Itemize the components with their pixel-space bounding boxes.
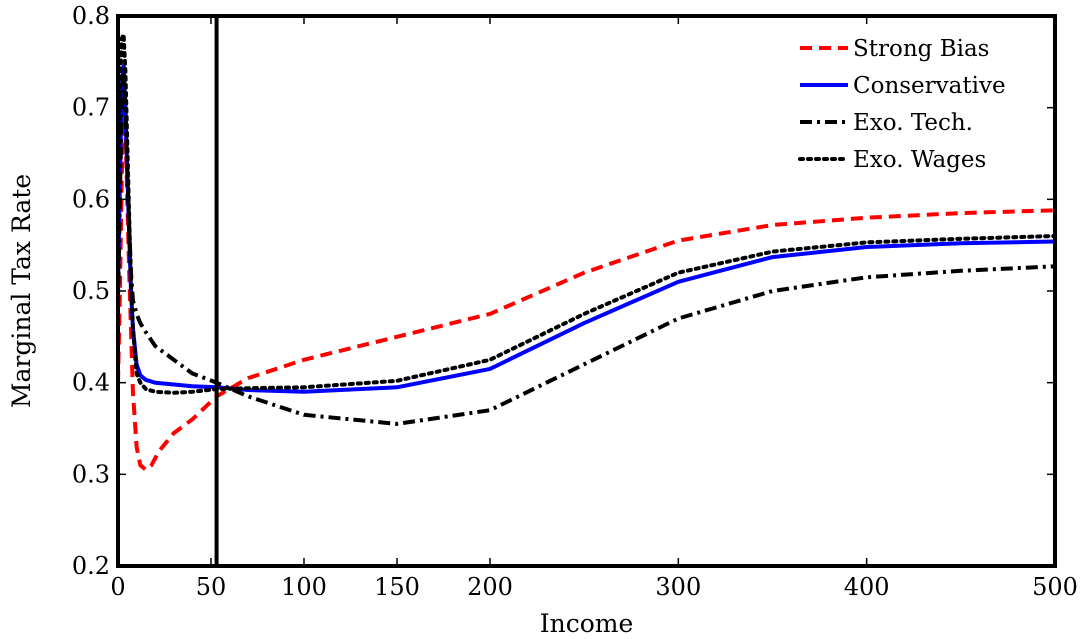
y-tick-label: 0.6	[72, 185, 110, 213]
axis-tick-labels: 0 50 100 150 200 300 400 500 0.2 0.3 0.4 0.5 0.6 0.7 0…	[72, 2, 1078, 601]
y-tick-label: 0.7	[72, 94, 110, 122]
series-lines	[118, 32, 1055, 472]
y-tick-label: 0.4	[72, 369, 110, 397]
legend-label-exo-wages: Exo. Wages	[853, 147, 986, 173]
x-tick-label: 400	[844, 573, 890, 601]
y-axis-label: Marginal Tax Rate	[7, 174, 36, 408]
x-tick-label: 50	[196, 573, 227, 601]
y-tick-label: 0.3	[72, 460, 110, 488]
legend: Strong Bias Conservative Exo. Tech. Exo. Wa…	[798, 36, 1006, 173]
x-tick-label: 200	[467, 573, 513, 601]
series-line-exo-wages	[118, 32, 1055, 395]
x-tick-label: 300	[655, 573, 701, 601]
legend-label-strong-bias: Strong Bias	[853, 36, 989, 62]
x-tick-label: 100	[281, 573, 327, 601]
y-tick-label: 0.2	[72, 552, 110, 580]
y-tick-label: 0.8	[72, 2, 110, 30]
x-tick-label: 150	[374, 573, 420, 601]
legend-label-conservative: Conservative	[853, 73, 1006, 99]
x-tick-label: 500	[1032, 573, 1078, 601]
x-axis-label: Income	[540, 609, 634, 638]
axis-ticks	[117, 15, 1056, 567]
legend-label-exo-tech: Exo. Tech.	[853, 110, 973, 136]
x-tick-label: 0	[110, 573, 125, 601]
y-tick-label: 0.5	[72, 277, 110, 305]
